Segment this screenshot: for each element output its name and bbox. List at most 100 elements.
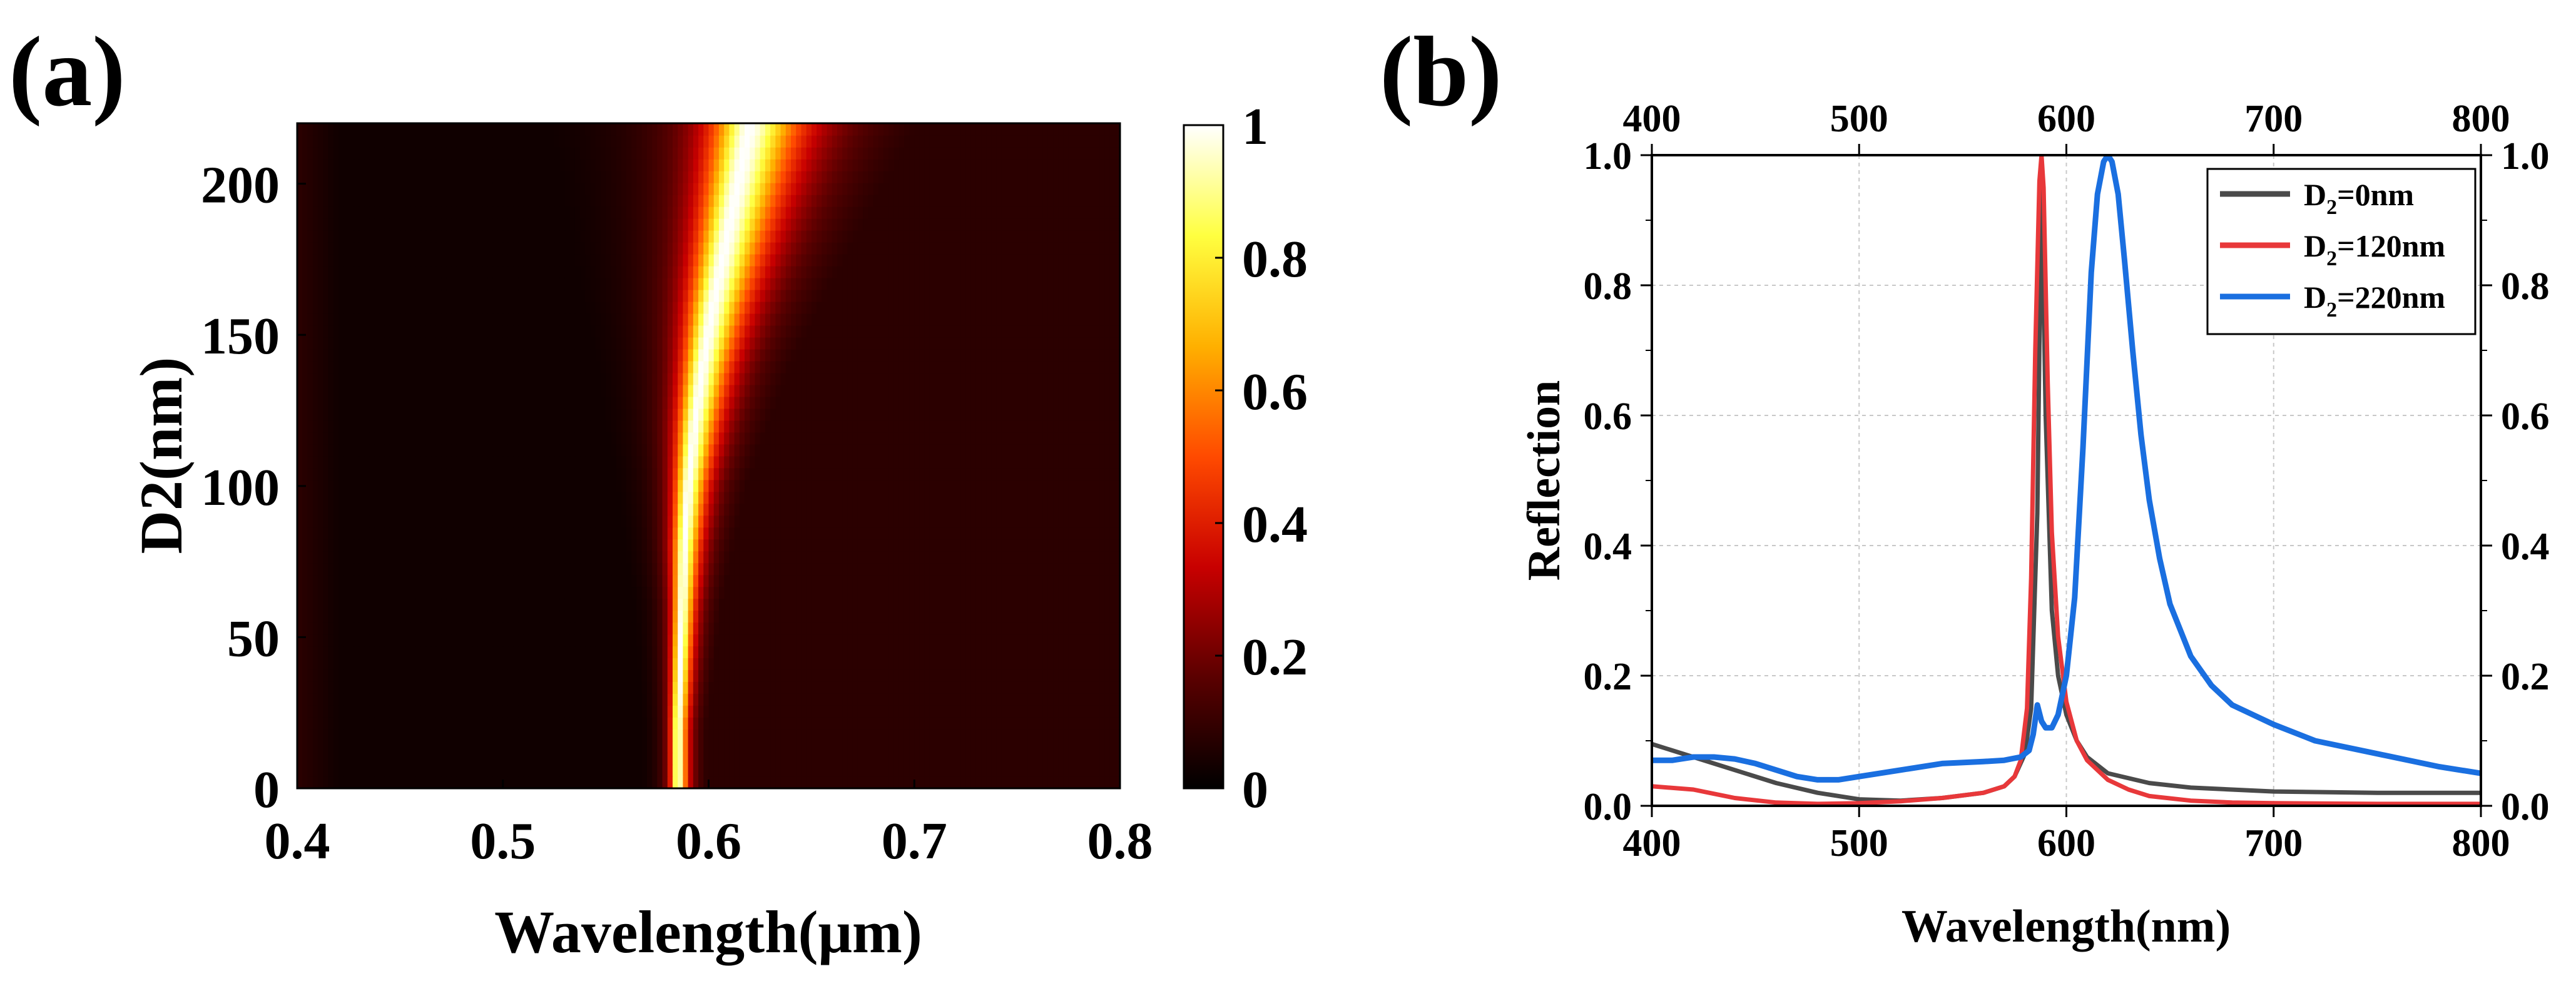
heatmap-cell — [554, 741, 560, 753]
heatmap-cell — [539, 574, 545, 587]
heatmap-cell — [338, 503, 344, 516]
heatmap-cell — [451, 776, 457, 788]
heatmap-cell — [328, 717, 334, 729]
heatmap-cell — [646, 634, 653, 647]
heatmap-cell — [950, 765, 956, 777]
heatmap-cell — [425, 420, 432, 433]
heatmap-cell — [960, 527, 967, 540]
heatmap-cell — [1001, 681, 1007, 694]
heatmap-cell — [996, 693, 1002, 706]
heatmap-cell — [343, 503, 349, 516]
heatmap-cell — [724, 610, 730, 623]
heatmap-cell — [482, 420, 488, 433]
heatmap-cell — [796, 741, 802, 753]
heatmap-cell — [451, 503, 457, 516]
heatmap-cell — [343, 444, 349, 457]
heatmap-cell — [888, 693, 895, 706]
heatmap-cell — [1032, 693, 1039, 706]
heatmap-cell — [513, 598, 519, 611]
heatmap-cell — [796, 444, 802, 457]
heatmap-cell — [914, 455, 920, 469]
heatmap-cell — [863, 539, 869, 552]
heatmap-cell — [523, 444, 529, 457]
heatmap-cell — [729, 562, 735, 576]
heatmap-cell — [791, 467, 797, 480]
heatmap-cell — [415, 539, 422, 552]
heatmap-cell — [924, 765, 930, 777]
heatmap-cell — [1099, 753, 1106, 765]
heatmap-cell — [950, 432, 956, 445]
heatmap-cell — [760, 765, 766, 777]
heatmap-cell — [400, 408, 406, 421]
heatmap-cell — [297, 467, 303, 480]
heatmap-cell — [678, 776, 684, 788]
heatmap-cell — [544, 753, 550, 765]
heatmap-cell — [708, 598, 715, 611]
heatmap-cell — [718, 539, 725, 552]
heatmap-cell — [955, 681, 962, 694]
heatmap-cell — [760, 681, 766, 694]
heatmap-cell — [713, 753, 720, 765]
heatmap-cell — [822, 527, 828, 540]
heatmap-cell — [539, 598, 545, 611]
heatmap-cell — [359, 669, 365, 682]
heatmap-cell — [405, 753, 411, 765]
heatmap-cell — [909, 646, 915, 658]
heatmap-cell — [307, 455, 313, 469]
heatmap-cell — [873, 753, 879, 765]
heatmap-cell — [323, 717, 329, 729]
heatmap-cell — [456, 479, 462, 492]
heatmap-cell — [878, 444, 884, 457]
heatmap-cell — [842, 527, 848, 540]
heatmap-cell — [574, 693, 581, 706]
heatmap-cell — [919, 479, 925, 492]
heatmap-cell — [646, 444, 653, 457]
heatmap-cell — [441, 610, 447, 623]
heatmap-cell — [970, 420, 977, 433]
heatmap-cell — [755, 741, 761, 753]
heatmap-cell — [564, 622, 571, 635]
heatmap-cell — [405, 408, 411, 421]
heatmap-cell — [919, 705, 925, 718]
heatmap-cell — [307, 420, 313, 433]
heatmap-cell — [878, 539, 884, 552]
heatmap-cell — [1037, 503, 1044, 516]
heatmap-cell — [467, 503, 473, 516]
heatmap-cell — [467, 693, 473, 706]
heatmap-cell — [724, 658, 730, 670]
heatmap-cell — [441, 693, 447, 706]
heatmap-cell — [662, 574, 668, 587]
heatmap-cell — [657, 444, 663, 457]
heatmap-cell — [965, 467, 972, 480]
heatmap-cell — [595, 503, 601, 516]
heatmap-cell — [868, 622, 874, 635]
heatmap-cell — [626, 681, 633, 694]
heatmap-cell — [801, 503, 807, 516]
heatmap-cell — [456, 420, 462, 433]
heatmap-cell — [765, 527, 771, 540]
heatmap-cell — [929, 634, 935, 647]
heatmap-cell — [878, 693, 884, 706]
heatmap-cell — [780, 551, 787, 564]
heatmap-cell — [1114, 539, 1120, 552]
heatmap-cell — [384, 705, 390, 718]
heatmap-cell — [312, 753, 318, 765]
heatmap-cell — [914, 646, 920, 658]
heatmap-cell — [549, 669, 555, 682]
heatmap-cell — [307, 527, 313, 540]
heatmap-cell — [657, 717, 663, 729]
heatmap-cell — [775, 574, 781, 587]
heatmap-cell — [518, 776, 524, 788]
heatmap-cell — [852, 658, 858, 670]
heatmap-cell — [713, 693, 720, 706]
heatmap-cell — [1032, 622, 1039, 635]
heatmap-cell — [456, 586, 462, 599]
heatmap-cell — [899, 551, 905, 564]
heatmap-cell — [297, 741, 303, 753]
heatmap-cell — [873, 479, 879, 492]
heatmap-cell — [636, 646, 643, 658]
heatmap-cell — [796, 658, 802, 670]
heatmap-cell — [400, 515, 406, 528]
heatmap-cell — [801, 586, 807, 599]
heatmap-cell — [729, 693, 735, 706]
